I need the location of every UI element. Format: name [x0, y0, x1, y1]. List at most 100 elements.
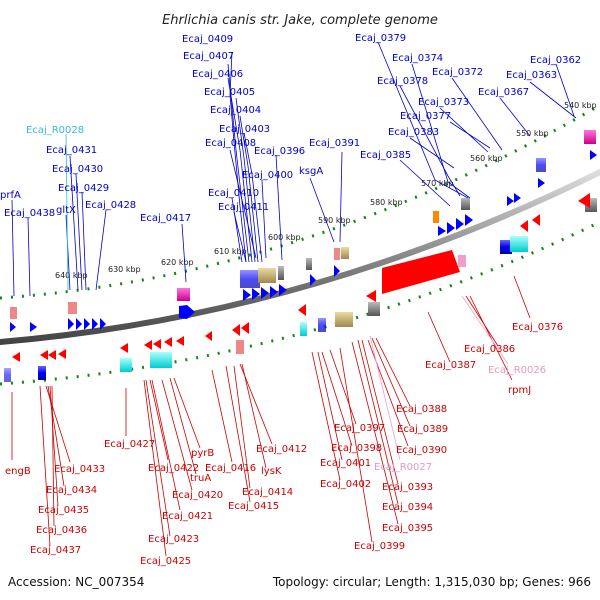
feature-block [150, 352, 172, 368]
reverse-gene [153, 339, 161, 349]
forward-gene [84, 318, 90, 330]
reverse-gene [164, 337, 172, 347]
gene-label: Ecaj_0428 [85, 200, 136, 211]
gene-label: Ecaj_0397 [334, 423, 385, 434]
feature-block [38, 366, 46, 380]
gene-label: Ecaj_0388 [396, 404, 447, 415]
leader-line [39, 385, 51, 547]
rna-label: Ecaj_R0026 [488, 365, 546, 376]
genome-backbone [0, 169, 600, 345]
leader-line [243, 132, 263, 263]
tick-label: 550 kbp [516, 129, 549, 138]
forward-gene [100, 318, 106, 330]
feature-blocks [4, 130, 597, 382]
reverse-gene [232, 324, 240, 336]
gene-label: pyrB [191, 448, 214, 459]
reverse-label-leaders [11, 275, 531, 557]
leader-line [161, 379, 193, 491]
leader-line [49, 385, 59, 507]
leader-line [181, 223, 187, 283]
feature-block [433, 211, 439, 223]
reverse-gene [578, 193, 590, 208]
leader-line [321, 351, 353, 447]
feature-block [318, 318, 326, 332]
leader-line [11, 199, 15, 297]
feature-block [461, 198, 470, 210]
feature-block [341, 247, 349, 259]
leader-line [27, 217, 31, 297]
gene-label: Ecaj_0398 [331, 443, 382, 454]
leader-line [239, 115, 259, 263]
gene-label: Ecaj_0400 [242, 170, 293, 181]
reverse-gene-labels: engB Ecaj_0433 Ecaj_0434 Ecaj_0435 Ecaj_… [5, 322, 563, 567]
gene-label: truA [190, 473, 211, 484]
feature-block [510, 236, 528, 252]
forward-gene [447, 222, 455, 234]
leader-line [241, 363, 267, 469]
leader-line [339, 347, 373, 543]
leader-line [47, 385, 65, 487]
accession-label: Accession: NC_007354 [8, 575, 144, 589]
leader-line [409, 137, 455, 169]
gene-label: Ecaj_0438 [4, 208, 55, 219]
gene-label: Ecaj_0396 [254, 146, 305, 157]
gene-label: Ecaj_0429 [58, 183, 109, 194]
gene-label: Ecaj_0390 [396, 445, 447, 456]
leader-line [225, 365, 251, 503]
tick-label: 610 kbp [214, 247, 247, 256]
gene-label: Ecaj_0427 [104, 439, 155, 450]
ruler-tick-labels: 540 kbp 550 kbp 560 kbp 570 kbp 580 kbp … [55, 101, 597, 280]
reverse-gene [520, 220, 528, 232]
gene-label: Ecaj_0385 [360, 150, 411, 161]
gene-label: Ecaj_0416 [205, 463, 256, 474]
leader-line [449, 121, 491, 149]
forward-label-leaders [11, 41, 577, 297]
leader-line [411, 63, 471, 199]
rna-label: Ecaj_R0028 [26, 125, 84, 136]
gene-label: rpmJ [508, 385, 531, 396]
tick-label: 580 kbp [370, 198, 403, 207]
gene-label: Ecaj_0409 [182, 34, 233, 45]
gene-label: Ecaj_0374 [392, 53, 443, 64]
feature-block [10, 307, 17, 319]
leader-line [169, 377, 197, 475]
rna-label: Ecaj_R0027 [374, 462, 432, 473]
leader-line [233, 211, 247, 263]
leader-line [329, 349, 357, 425]
leader-line [229, 149, 257, 259]
gene-label: Ecaj_0406 [192, 69, 243, 80]
gene-label: Ecaj_0435 [38, 505, 89, 516]
rna-reverse-leaders [369, 295, 509, 461]
gene-label: Ecaj_0431 [46, 145, 97, 156]
feature-block [236, 340, 244, 354]
leader-line [451, 77, 503, 151]
forward-gene [10, 322, 16, 332]
leader-line [233, 365, 251, 489]
reverse-strand-genes [12, 193, 590, 362]
reverse-gene [241, 322, 249, 334]
forward-gene [507, 196, 514, 206]
feature-block [177, 288, 190, 301]
forward-gene [270, 286, 278, 298]
tick-label: 630 kbp [108, 265, 141, 274]
gene-label: lysK [261, 466, 282, 477]
leader-line [371, 337, 411, 427]
forward-gene [590, 150, 597, 160]
tick-label: 540 kbp [564, 101, 597, 110]
gene-label: Ecaj_0423 [148, 534, 199, 545]
tick-label: 620 kbp [161, 258, 194, 267]
gene-label: Ecaj_0436 [36, 525, 87, 536]
gene-label: Ecaj_0362 [530, 55, 581, 66]
gene-label: Ecaj_0399 [354, 541, 405, 552]
leader-line [261, 179, 267, 259]
gene-label: Ecaj_0412 [256, 444, 307, 455]
leader-line [499, 97, 531, 137]
leader-line [65, 214, 71, 291]
leader-line [95, 209, 107, 291]
leader-line [69, 155, 79, 291]
gene-label: Ecaj_0401 [320, 458, 371, 469]
feature-block [584, 130, 596, 144]
forward-strand-genes [10, 150, 597, 332]
gene-label: Ecaj_0414 [242, 487, 293, 498]
